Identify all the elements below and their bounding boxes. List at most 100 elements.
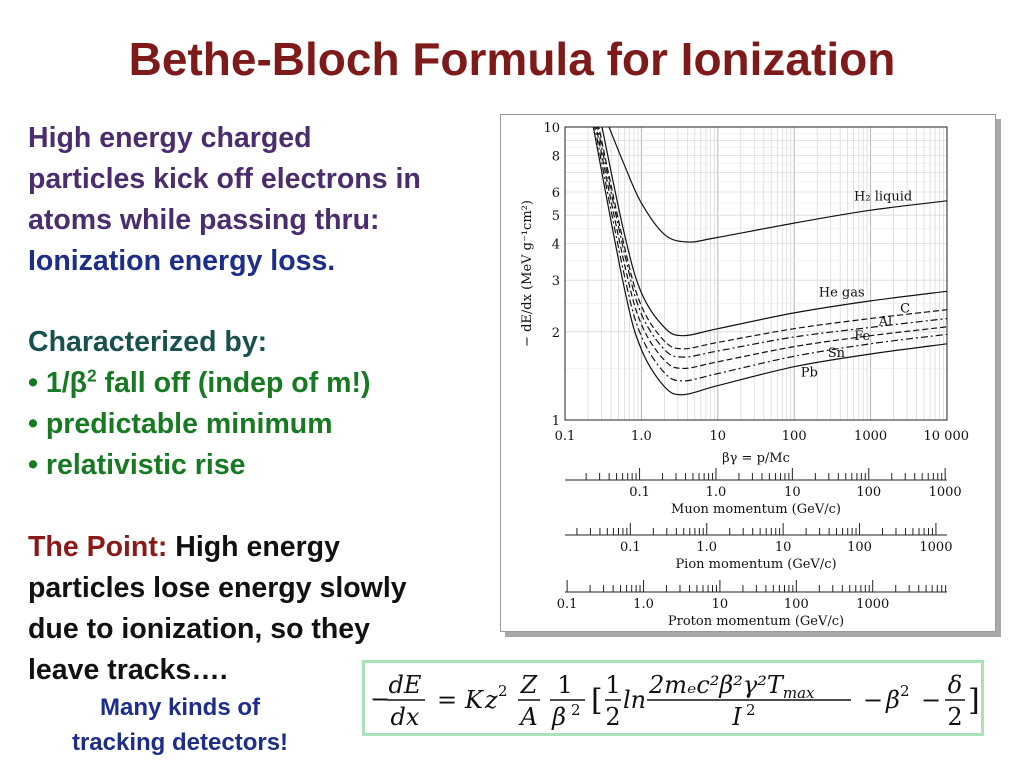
intro-line: High energy charged — [28, 122, 312, 154]
y-tick-label: 10 — [543, 121, 560, 136]
series-label: H₂ liquid — [854, 190, 912, 205]
momentum-tick-label: 0.1 — [629, 485, 650, 500]
bullet-text: • 1/β — [28, 367, 88, 399]
formula-equals: = — [437, 686, 457, 714]
formula-beta: β — [551, 703, 566, 731]
y-tick-label: 2 — [552, 326, 560, 341]
intro-line: particles kick off electrons in — [28, 163, 421, 195]
bullet-item: • predictable minimum — [28, 404, 370, 445]
momentum-tick-label: 1000 — [919, 540, 952, 555]
formula-log-numerator: 2mₑc²β²γ²Tmax — [648, 671, 815, 702]
intro-line-emphasis: Ionization energy loss. — [28, 245, 336, 277]
momentum-tick-label: 100 — [856, 485, 881, 500]
point-line-text: High energy — [167, 531, 340, 563]
momentum-tick-label: 10 — [712, 597, 729, 612]
point-line: particles lose energy slowly — [28, 572, 407, 604]
formula-ln: ln — [623, 686, 646, 714]
point-label: The Point: — [28, 531, 168, 563]
y-tick-label: 1 — [552, 414, 560, 429]
momentum-tick-label: 1000 — [856, 597, 889, 612]
bullet-list: • 1/β2 fall off (indep of m!) • predicta… — [28, 363, 370, 486]
x-tick-label: 0.1 — [555, 429, 576, 444]
formula-minus: − — [921, 686, 941, 714]
y-tick-label: 3 — [552, 274, 560, 289]
formula-bracket-open: [ — [591, 683, 603, 718]
energy-loss-chart: 1 2 3 4 5 6 8 10 0.1 1.0 10 100 1000 10 000 βγ = p/Mc −… — [520, 121, 969, 629]
formula-beta-exponent: 2 — [571, 701, 581, 719]
tracking-note: Many kinds of tracking detectors! — [30, 690, 330, 760]
slide-title: Bethe-Bloch Formula for Ionization — [128, 33, 896, 85]
bullet-item: • 1/β2 fall off (indep of m!) — [28, 363, 370, 404]
momentum-tick-label: 10 — [784, 485, 801, 500]
momentum-tick-label: 1.0 — [633, 597, 654, 612]
formula-half-den: 2 — [605, 703, 620, 731]
series-line — [608, 127, 947, 243]
momentum-tick-label: 1000 — [929, 485, 962, 500]
y-tick-label: 5 — [552, 209, 560, 224]
y-tick-label: 6 — [552, 186, 560, 201]
y-tick-label: 8 — [552, 149, 560, 164]
point-line: leave tracks…. — [28, 654, 228, 686]
series-line — [592, 127, 947, 396]
formula-beta-exponent: 2 — [900, 682, 910, 700]
momentum-tick-label: 0.1 — [620, 540, 641, 555]
formula-I: I — [731, 703, 742, 731]
point-line: The Point: High energy — [28, 527, 488, 568]
formula-dx: dx — [391, 703, 420, 731]
momentum-tick-label: 10 — [775, 540, 792, 555]
formula-delta: δ — [948, 671, 962, 699]
formula-two: 2 — [947, 703, 962, 731]
formula-bracket-close: ] — [968, 683, 980, 718]
formula-z: z — [484, 686, 498, 714]
series-label: He gas — [819, 286, 865, 301]
y-axis-label: − dE/dx (MeV g⁻¹cm²) — [520, 200, 535, 347]
momentum-tick-label: 1.0 — [706, 485, 727, 500]
series-label: Pb — [801, 366, 818, 381]
plot-frame — [564, 126, 948, 421]
formula-beta: β — [885, 686, 900, 714]
bethe-bloch-figure: 1 2 3 4 5 6 8 10 0.1 1.0 10 100 1000 10 000 βγ = p/Mc −… — [500, 114, 996, 632]
intro-text: High energy charged particles kick off e… — [28, 118, 508, 282]
series-line — [595, 127, 947, 370]
series-line — [594, 127, 947, 382]
x-axis-label: βγ = p/Mc — [722, 451, 790, 466]
formula-Z: Z — [520, 671, 539, 699]
y-tick-label: 4 — [552, 238, 560, 253]
series-label: Sn — [828, 346, 846, 361]
tracking-note-line: Many kinds of — [99, 694, 261, 721]
tracking-note-line: tracking detectors! — [71, 729, 289, 756]
formula-one: 1 — [557, 671, 572, 699]
bullet-item: • relativistic rise — [28, 445, 370, 486]
momentum-axis-label: Muon momentum (GeV/c) — [671, 502, 841, 517]
series-label: Fe — [854, 329, 870, 344]
bullet-text: • relativistic rise — [28, 449, 246, 481]
bullet-superscript: 2 — [87, 366, 97, 386]
x-tick-label: 100 — [782, 429, 807, 444]
momentum-axis-label: Pion momentum (GeV/c) — [675, 557, 836, 572]
characterized-heading: Characterized by: — [28, 326, 268, 358]
formula-I-exponent: 2 — [746, 701, 756, 719]
formula-K: K — [464, 686, 485, 714]
point-line: due to ionization, so they — [28, 613, 370, 645]
series-line — [596, 127, 947, 358]
x-tick-label: 10 — [710, 429, 727, 444]
point-text: The Point: High energy particles lose en… — [28, 527, 488, 691]
x-tick-label: 1000 — [854, 429, 887, 444]
formula-z-exponent: 2 — [498, 682, 508, 700]
x-tick-label: 1.0 — [631, 429, 652, 444]
formula-minus: − — [863, 686, 883, 714]
series-label: C — [900, 301, 910, 316]
momentum-tick-label: 100 — [847, 540, 872, 555]
series-line — [601, 127, 947, 337]
formula-dE: dE — [389, 671, 422, 699]
formula-half-num: 1 — [605, 671, 620, 699]
formula-A: A — [518, 703, 537, 731]
series-label: Al — [878, 314, 893, 329]
bullet-text: • predictable minimum — [28, 408, 333, 440]
bullet-text-suffix: fall off (indep of m!) — [96, 367, 371, 399]
formula-minus: − — [370, 685, 390, 713]
momentum-tick-label: 0.1 — [557, 597, 578, 612]
momentum-tick-label: 100 — [784, 597, 809, 612]
bethe-bloch-formula: − dE dx = K z 2 Z A 1 β 2 [ 1 2 ln 2mₑc²… — [362, 660, 984, 736]
series-line — [598, 127, 947, 350]
